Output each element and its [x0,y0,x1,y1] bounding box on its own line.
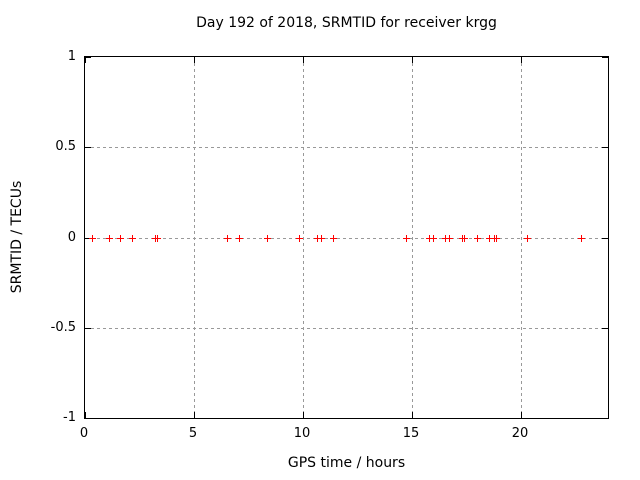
y-tick-mark-right [602,147,608,148]
vertical-gridline [412,57,413,418]
data-point-marker [154,235,161,242]
data-point-marker [106,235,113,242]
data-point-marker [426,235,433,242]
x-tick-mark-bottom [194,412,195,418]
y-tick-mark-right [602,238,608,239]
horizontal-gridline [85,328,608,329]
data-point-marker [474,235,481,242]
x-tick-mark-bottom [85,412,86,418]
data-point-marker [430,235,437,242]
y-tick-mark-right [602,418,608,419]
y-tick-label: 1 [67,49,76,64]
data-point-marker [493,235,500,242]
data-point-marker [296,235,303,242]
data-point-marker [264,235,271,242]
x-tick-mark-top [303,57,304,63]
data-point-marker [461,235,468,242]
horizontal-gridline [85,238,608,239]
plot-area [84,56,609,419]
data-point-marker [486,235,493,242]
x-tick-mark-bottom [303,412,304,418]
y-tick-mark-right [602,328,608,329]
x-tick-mark-bottom [412,412,413,418]
y-tick-label: -1 [63,410,76,425]
data-point-marker [446,235,453,242]
data-point-marker [224,235,231,242]
horizontal-gridline [85,147,608,148]
vertical-gridline [303,57,304,418]
x-tick-mark-top [194,57,195,63]
x-tick-mark-top [521,57,522,63]
y-tick-mark-right [602,57,608,58]
x-tick-mark-top [85,57,86,63]
data-point-marker [524,235,531,242]
x-tick-label: 15 [402,426,420,441]
data-point-marker [129,235,136,242]
data-point-marker [236,235,243,242]
y-tick-mark-left [85,418,91,419]
data-point-marker [578,235,585,242]
data-point-marker [330,235,337,242]
y-tick-mark-left [85,147,91,148]
data-point-marker [89,235,96,242]
data-point-marker [318,235,325,242]
y-tick-label: -0.5 [50,320,76,335]
x-axis-title: GPS time / hours [287,455,406,471]
y-tick-label: 0.5 [55,139,76,154]
data-point-marker [442,235,449,242]
data-point-marker [314,235,321,242]
y-tick-label: 0 [67,230,76,245]
chart-title: Day 192 of 2018, SRMTID for receiver krg… [196,15,497,31]
x-tick-label: 0 [79,426,89,441]
x-tick-label: 10 [293,426,311,441]
x-tick-label: 5 [188,426,198,441]
x-tick-label: 20 [511,426,529,441]
y-tick-mark-left [85,328,91,329]
x-tick-mark-top [412,57,413,63]
y-tick-mark-left [85,57,91,58]
vertical-gridline [194,57,195,418]
vertical-gridline [521,57,522,418]
data-point-marker [403,235,410,242]
y-tick-mark-left [85,238,91,239]
data-point-marker [117,235,124,242]
x-tick-mark-bottom [521,412,522,418]
